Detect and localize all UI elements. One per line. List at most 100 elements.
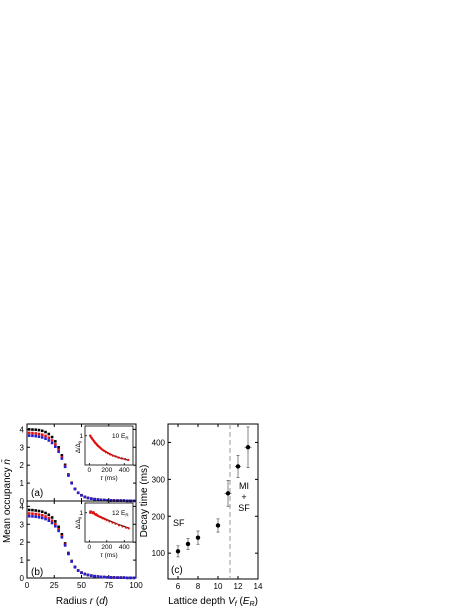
inset-data-point <box>117 524 121 527</box>
c-xlabel-var: V <box>228 596 236 607</box>
inset-x-tick-label: 400 <box>119 467 130 474</box>
c-data-point-group <box>215 518 221 533</box>
data-point-series-2 <box>86 496 90 500</box>
data-point-series-2 <box>40 516 44 520</box>
inset-x-tick-label: 0 <box>88 467 92 474</box>
data-point-series-2 <box>112 576 116 579</box>
inset-a-ylabel-sub: 0 <box>78 440 83 443</box>
data-point-series-2 <box>109 576 113 579</box>
inset-x-tick-label: 200 <box>101 544 112 551</box>
data-point-series-2 <box>129 576 132 580</box>
c-y-tick-label: 300 <box>152 475 166 484</box>
data-point-series-2 <box>47 439 51 442</box>
panel-c-points <box>175 426 252 558</box>
data-point-series-0 <box>50 435 54 439</box>
y-tick-label: 2 <box>20 461 25 470</box>
data-point-series-2 <box>57 529 60 533</box>
inset-data-point <box>117 456 120 459</box>
inset-data-point <box>123 457 127 461</box>
x-tick-label: 50 <box>77 581 86 590</box>
data-point-series-0 <box>57 445 60 449</box>
data-point-series-2 <box>60 536 64 539</box>
data-point-series-2 <box>103 498 106 502</box>
data-point-series-2 <box>57 450 60 454</box>
c-data-point <box>225 491 231 496</box>
ab-ylabel-text: Mean occupancy <box>2 465 13 543</box>
ab-xlabel-post: ( <box>93 596 100 607</box>
c-data-point <box>215 523 221 528</box>
x-tick-label: 100 <box>129 581 143 590</box>
data-point-series-2 <box>90 497 93 500</box>
data-point-series-1 <box>34 432 38 435</box>
data-point-series-1 <box>47 436 51 440</box>
data-point-series-2 <box>80 493 83 497</box>
y-tick-label: 3 <box>20 520 25 529</box>
data-point-series-1 <box>54 443 57 446</box>
c-data-point-group <box>244 426 252 468</box>
data-point-series-0 <box>50 516 54 519</box>
data-point-series-2 <box>40 436 44 439</box>
data-point-series-2 <box>34 434 38 438</box>
x-tick-label: 0 <box>25 581 30 590</box>
c-x-tick-label: 6 <box>176 582 181 591</box>
inset-b-points <box>89 510 130 530</box>
data-point-series-2 <box>122 576 126 579</box>
c-data-point <box>245 445 251 450</box>
inset-data-point <box>114 455 117 458</box>
data-point-series-2 <box>34 515 38 519</box>
data-point-series-2 <box>76 491 80 495</box>
inset-x-tick-label: 400 <box>119 544 130 551</box>
inset-b-xlabel: τ (ms) <box>100 552 117 559</box>
inset-data-point <box>103 517 106 521</box>
data-point-series-1 <box>60 455 64 459</box>
data-point-series-0 <box>27 428 31 431</box>
c-data-point-group <box>224 480 232 507</box>
inset-data-point <box>114 522 117 525</box>
region-label-plus: + <box>241 492 246 502</box>
data-point-series-0 <box>31 508 34 512</box>
inset-a-energy-label: 10 ER <box>112 433 129 441</box>
y-tick-label: 0 <box>20 574 25 583</box>
ab-ylabel-var: n̄ <box>0 459 13 465</box>
inset-data-point <box>106 452 110 455</box>
data-point-series-1 <box>31 512 34 516</box>
inset-b-ticks: 0 200 400 1 <box>79 510 130 551</box>
inset-a-energy-text: 10 E <box>112 433 126 440</box>
ab-xlabel-var2: d <box>99 596 105 607</box>
data-point-series-0 <box>57 525 60 529</box>
x-tick-label: 25 <box>50 581 59 590</box>
data-point-series-2 <box>44 517 47 521</box>
data-point-series-2 <box>93 574 96 578</box>
data-point-series-1 <box>44 515 47 518</box>
data-point-series-2 <box>27 514 31 518</box>
data-point-series-0 <box>34 509 38 512</box>
y-tick-label: 0 <box>20 497 25 506</box>
data-point-series-0 <box>54 520 57 523</box>
data-point-series-2 <box>54 445 57 449</box>
data-point-series-1 <box>40 514 44 517</box>
data-point-series-0 <box>44 511 47 515</box>
c-data-point <box>235 464 241 469</box>
x-tick-label: 75 <box>104 581 113 590</box>
inset-data-point <box>99 515 102 519</box>
data-point-series-0 <box>40 429 44 433</box>
inset-y-tick-label: 1 <box>79 510 83 517</box>
y-tick-label: 3 <box>20 443 25 452</box>
data-point-series-2 <box>99 498 103 502</box>
inset-a-ylabel-text: Δ/Δ <box>76 443 82 453</box>
inset-a-ylabel: Δ/Δ0 <box>76 440 83 453</box>
inset-data-point <box>121 525 124 528</box>
inset-b-energy-text: 12 E <box>112 510 126 517</box>
panel-c-label: (c) <box>171 565 183 576</box>
inset-data-point <box>109 453 112 456</box>
data-point-series-2 <box>31 434 34 438</box>
data-point-series-2 <box>86 573 90 577</box>
ab-xlabel: Radius r (d) <box>56 596 108 607</box>
data-point-series-0 <box>60 533 64 536</box>
c-data-point-group <box>195 530 201 545</box>
data-point-series-1 <box>31 431 34 435</box>
c-y-tick-label: 400 <box>152 438 166 447</box>
y-tick-label: 1 <box>20 556 25 565</box>
